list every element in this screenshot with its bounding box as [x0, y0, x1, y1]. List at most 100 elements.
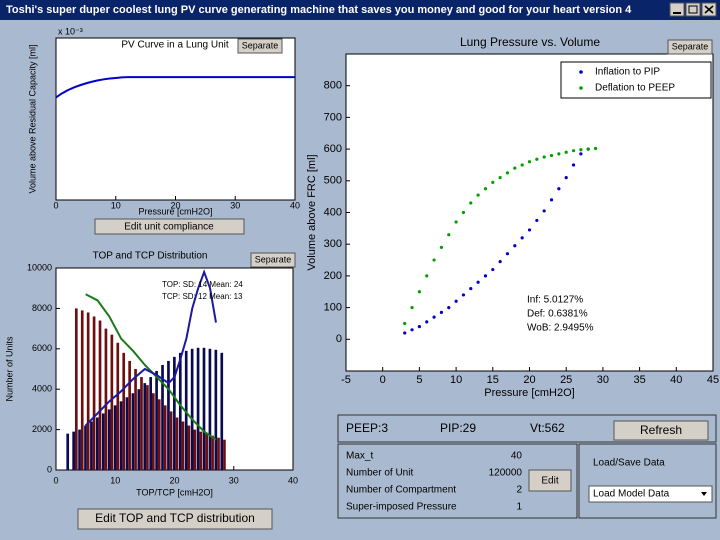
param-value: 40: [511, 451, 523, 462]
bar: [125, 397, 129, 470]
x-axis-label: TOP/TCP [cmH2O]: [136, 487, 213, 497]
bar: [157, 399, 161, 470]
x-axis-label: Pressure [cmH2O]: [138, 206, 212, 216]
y-exponent: x 10⁻³: [58, 26, 83, 36]
bar: [223, 439, 226, 470]
point: [432, 315, 436, 319]
x-tick-label: 0: [53, 200, 58, 210]
window-title: Toshi's super duper coolest lung PV curv…: [6, 4, 632, 16]
bar: [196, 347, 200, 470]
load-select[interactable]: [588, 485, 713, 503]
refresh-button[interactable]: [613, 420, 709, 441]
point: [549, 153, 554, 158]
point: [564, 176, 568, 180]
load-select-label[interactable]: Load Model Data: [593, 489, 670, 500]
point: [439, 310, 444, 314]
minimize-button[interactable]: [669, 2, 685, 17]
point: [542, 209, 546, 213]
edit-distribution-button[interactable]: [77, 508, 273, 530]
bar: [208, 348, 212, 470]
separate-label[interactable]: Separate: [242, 40, 279, 50]
maximize-button[interactable]: [685, 2, 701, 17]
bar: [169, 411, 173, 470]
separate-button[interactable]: [667, 39, 713, 55]
bar: [199, 431, 203, 470]
separate-button[interactable]: [237, 38, 283, 54]
load-save-panel: [578, 443, 717, 519]
point: [498, 176, 502, 180]
y-axis-label: Volume above Residual Capacity [ml]: [27, 44, 37, 193]
y-tick-label: 700: [324, 111, 342, 123]
bar: [80, 310, 84, 470]
point: [527, 228, 532, 232]
bar: [163, 405, 167, 470]
point: [505, 171, 510, 175]
x-tick-label: 45: [707, 374, 719, 386]
x-axis-label: Pressure [cmH2O]: [484, 387, 574, 399]
point: [520, 163, 524, 167]
bar: [137, 389, 141, 470]
y-tick-label: 8000: [32, 303, 52, 313]
chart-title: TOP and TCP Distribution: [93, 251, 208, 262]
bar: [173, 356, 176, 470]
y-tick-label: 500: [324, 175, 342, 187]
bar: [66, 433, 70, 470]
annotation: Def: 0.6381%: [527, 309, 588, 320]
x-tick-label: 25: [560, 374, 572, 386]
annotation: WoB: 2.9495%: [527, 323, 594, 334]
x-tick-label: 30: [597, 374, 609, 386]
point: [469, 286, 473, 291]
bar: [161, 364, 164, 470]
bar: [217, 437, 220, 470]
legend-marker: [579, 86, 583, 90]
x-tick-label: 30: [229, 475, 239, 485]
point: [557, 152, 561, 156]
x-tick-label: 40: [290, 200, 300, 210]
edit-distribution-label[interactable]: Edit TOP and TCP distribution: [95, 511, 255, 525]
point: [579, 148, 583, 152]
chart-title: PV Curve in a Lung Unit: [121, 40, 229, 51]
point: [527, 160, 532, 164]
x-tick-label: 15: [487, 374, 499, 386]
x-tick-label: -5: [341, 374, 351, 386]
separate-label[interactable]: Separate: [672, 41, 709, 51]
y-tick-label: 4000: [32, 384, 52, 394]
bar: [149, 377, 152, 470]
separate-label[interactable]: Separate: [255, 254, 292, 264]
edit-compliance-label[interactable]: Edit unit compliance: [124, 222, 214, 233]
point: [557, 187, 561, 191]
select-arrow[interactable]: [701, 492, 707, 496]
point: [564, 150, 568, 154]
point: [571, 163, 576, 167]
refresh-label[interactable]: Refresh: [640, 423, 682, 437]
edit-button[interactable]: [528, 469, 572, 492]
x-tick-label: 20: [170, 200, 180, 210]
point: [586, 147, 590, 151]
edit-label[interactable]: Edit: [541, 476, 558, 487]
x-tick-label: 40: [288, 475, 298, 485]
bar: [190, 348, 194, 470]
chart-title: Lung Pressure vs. Volume: [460, 35, 600, 49]
bar: [131, 393, 135, 470]
bar: [107, 409, 111, 470]
bar: [116, 342, 120, 470]
point: [403, 321, 407, 326]
point: [483, 187, 488, 191]
y-tick-label: 100: [324, 302, 342, 314]
bar: [143, 383, 147, 470]
bar: [175, 417, 179, 470]
point: [571, 149, 576, 153]
separate-button[interactable]: [250, 252, 296, 268]
bar: [202, 347, 206, 470]
bar: [220, 352, 224, 470]
bar: [101, 413, 105, 470]
x-tick-label: 10: [450, 374, 462, 386]
bar: [128, 360, 131, 470]
window-controls[interactable]: [669, 2, 717, 17]
point: [425, 320, 429, 324]
bar: [134, 369, 137, 470]
y-tick-label: 6000: [32, 343, 52, 353]
bar: [187, 425, 191, 470]
edit-compliance-button[interactable]: [94, 218, 245, 235]
param-label: Super-imposed Pressure: [346, 502, 457, 513]
